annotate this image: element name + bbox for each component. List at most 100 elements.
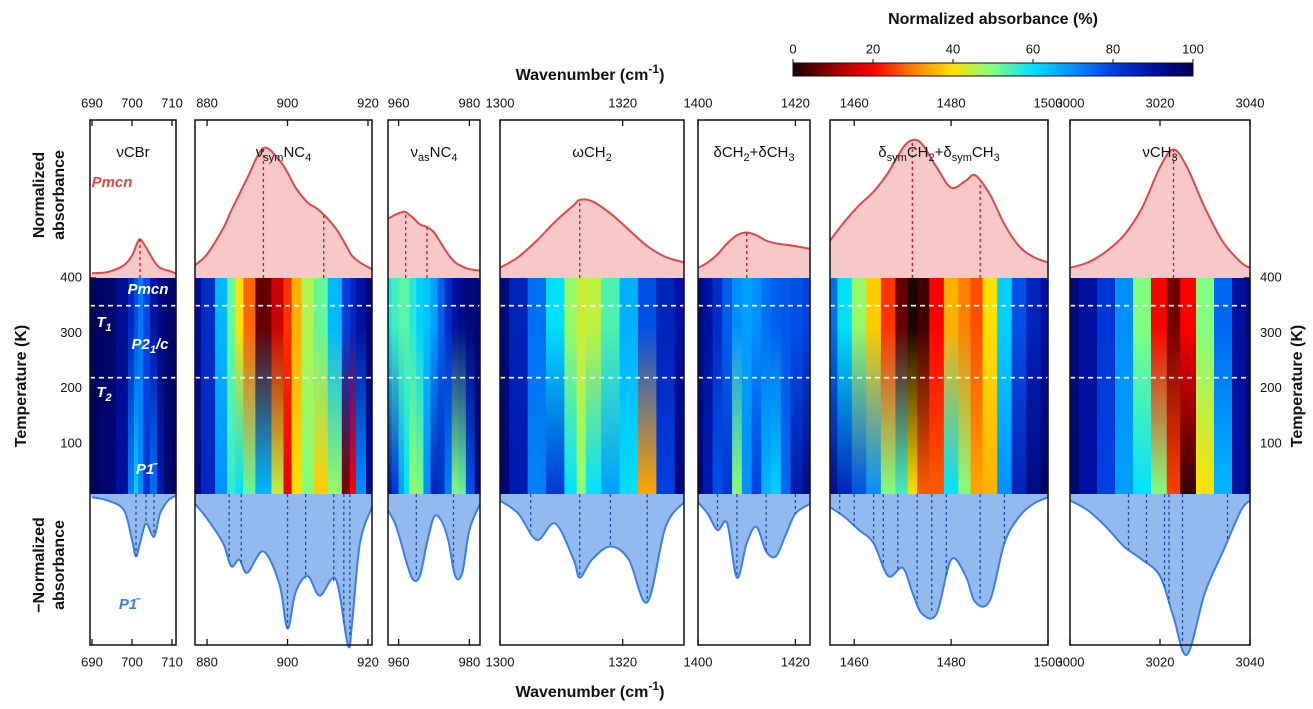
- panel-label: ωCH2: [572, 144, 612, 164]
- panel-label: νasNC4: [411, 144, 458, 164]
- heatmap-column: [1079, 278, 1098, 494]
- heatmap-column: [674, 278, 685, 494]
- y-axis-title: Temperature (K): [13, 325, 30, 447]
- panel-frame: [499, 119, 685, 646]
- x-tick-label: 3020: [1146, 654, 1175, 669]
- text-segment: sym: [887, 152, 907, 164]
- heatmap-column: [761, 278, 772, 494]
- panel-label: νCH3: [1142, 144, 1177, 164]
- x-tick-label: 920: [357, 95, 379, 110]
- heatmap-column: [458, 278, 467, 494]
- heatmap-column: [388, 278, 393, 494]
- text-segment: 3: [994, 152, 1000, 164]
- text-segment: P2: [132, 336, 151, 353]
- heatmap-column: [474, 278, 481, 494]
- heatmap-column: [1196, 278, 1215, 494]
- heatmap-column: [465, 278, 476, 494]
- heatmap-column: [398, 278, 405, 494]
- heatmap-column: [365, 278, 373, 494]
- heatmap-column: [943, 278, 959, 494]
- heatmap-column: [313, 278, 329, 494]
- colorbar-tick-label: 20: [866, 41, 880, 56]
- text-segment: CH: [907, 144, 929, 161]
- x-tick-label: 700: [121, 654, 143, 669]
- text-segment: T: [96, 384, 107, 401]
- x-tick-label: 1420: [781, 654, 810, 669]
- x-tick-label: 960: [388, 95, 410, 110]
- phase-label: P1̄: [136, 461, 158, 478]
- heatmap-column: [409, 278, 417, 494]
- text-segment: +δCH: [750, 144, 789, 161]
- panel-label: δCH2+δCH3: [713, 144, 794, 164]
- bottom-phase-label: P1̄: [119, 596, 141, 613]
- top-area: [195, 147, 372, 278]
- phase-label: P21/c: [132, 336, 170, 356]
- text-segment: as: [418, 152, 430, 164]
- text-segment: 1: [106, 322, 112, 334]
- heatmap-column: [1097, 278, 1116, 494]
- heatmap-column: [355, 278, 367, 494]
- panel: 1460 1460 1480 1480 1500 1500: [829, 95, 1062, 669]
- heatmap-column: [500, 278, 510, 494]
- heatmap-column: [150, 278, 158, 494]
- heatmap-column: [1166, 278, 1181, 494]
- heatmap-column: [1214, 278, 1233, 494]
- heatmap-column: [301, 278, 315, 494]
- heatmap-column: [116, 278, 129, 494]
- heatmap-column: [712, 278, 723, 494]
- panel: 880 880 900 900 920 920: [194, 95, 379, 669]
- panel-frame: [829, 119, 1049, 646]
- top-area: [388, 211, 480, 278]
- bottom-spectrum: [499, 499, 685, 604]
- text-segment: T: [96, 314, 107, 331]
- heatmap-column: [1133, 278, 1152, 494]
- x-tick-label: 1300: [486, 654, 515, 669]
- heatmap-column: [907, 278, 918, 494]
- x-tick-label: 3000: [1056, 654, 1085, 669]
- x-tick-label: 1320: [608, 654, 637, 669]
- bottom-y-label: −Normalized: [31, 517, 48, 613]
- top-spectrum: [829, 138, 1049, 264]
- text-segment: 1: [150, 344, 156, 356]
- colorbar-tick-label: 40: [946, 41, 960, 56]
- bottom-y-label: absorbance: [51, 520, 68, 610]
- bottom-area: [698, 494, 810, 578]
- y-tick-label: 300: [60, 325, 82, 340]
- heatmap-column: [698, 278, 704, 494]
- top-area: [1070, 149, 1250, 278]
- heatmap-column: [866, 278, 882, 494]
- text-segment: δ: [878, 144, 886, 161]
- top-spectrum: [194, 146, 373, 271]
- text-segment: sym: [952, 152, 972, 164]
- top-y-label: absorbance: [51, 150, 68, 240]
- heatmap-column: [255, 278, 273, 494]
- heatmap-column: [437, 278, 446, 494]
- heatmap-column: [1151, 278, 1168, 494]
- heatmap-column: [227, 278, 236, 494]
- colorbar-tick-label: 80: [1106, 41, 1120, 56]
- top-phase-label: Pmcn: [92, 174, 133, 191]
- bottom-spectrum: [1069, 499, 1251, 656]
- text-segment: 4: [305, 152, 311, 164]
- heatmap-column: [802, 278, 811, 494]
- heatmap-column: [619, 278, 639, 494]
- heatmap-column: [527, 278, 547, 494]
- y2-tick-label: 200: [1260, 380, 1282, 395]
- heatmap-column: [830, 278, 838, 494]
- heatmap-column: [601, 278, 621, 494]
- x-tick-label: 1460: [840, 95, 869, 110]
- panel-label: νsymNC4: [256, 144, 311, 164]
- panel-label: νCBr: [116, 144, 149, 161]
- text-segment: -1: [648, 62, 659, 76]
- panel: 960 960 980 980: [387, 95, 481, 669]
- heatmap-column: [917, 278, 930, 494]
- heatmap-column: [430, 278, 439, 494]
- text-segment: sym: [263, 152, 283, 164]
- heatmap-column: [138, 278, 144, 494]
- colorbar-title: Normalized absorbance (%): [888, 11, 1098, 28]
- text-segment: 2: [105, 392, 112, 404]
- x-tick-label: 1400: [684, 654, 713, 669]
- text-segment: δCH: [713, 144, 743, 161]
- text-segment: 3: [788, 152, 794, 164]
- x-tick-label: 3040: [1236, 95, 1265, 110]
